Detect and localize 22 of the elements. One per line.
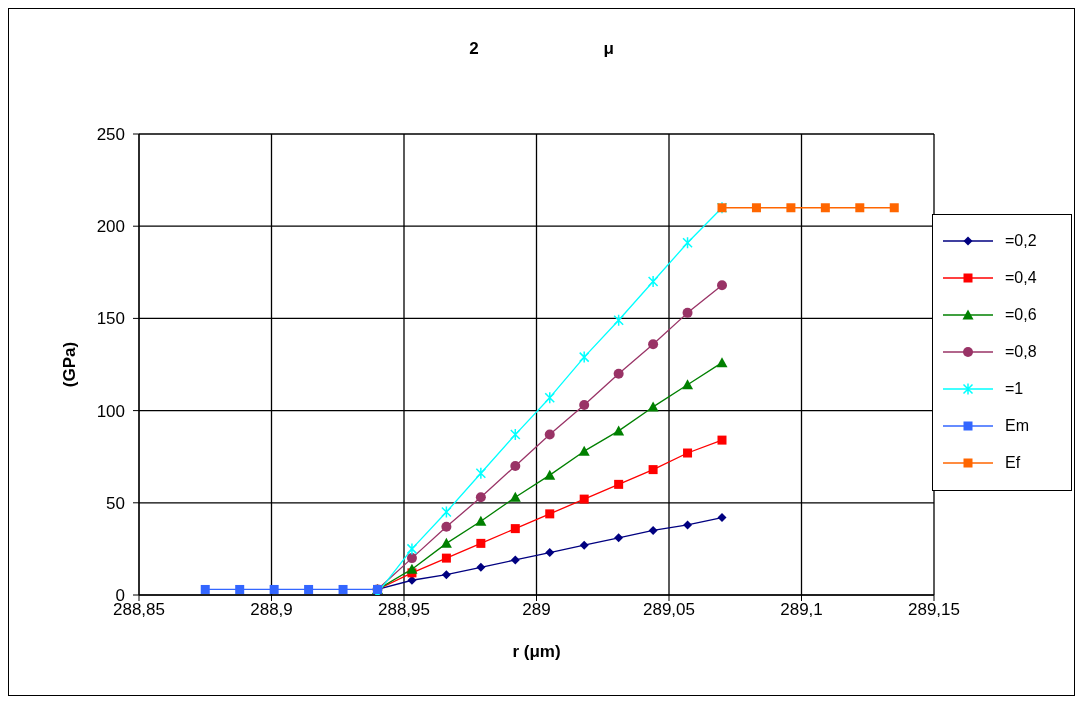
y-tick-label: 100: [96, 401, 125, 421]
legend-label: Ef: [1005, 454, 1021, 472]
x-tick-label: 288,95: [378, 600, 430, 620]
x-tick-label: 288,9: [250, 600, 293, 620]
x-tick-label: 289: [522, 600, 551, 620]
x-tick-label: 289,15: [908, 600, 960, 620]
y-tick-label: 250: [96, 125, 125, 144]
x-axis-title: r (μm): [512, 642, 561, 661]
legend-label: =0,8: [1005, 343, 1037, 361]
x-tick-label: 289,1: [780, 600, 823, 620]
legend-label: =0,4: [1005, 269, 1037, 287]
y-tick-label: 150: [96, 309, 125, 329]
legend-label: =0,2: [1005, 232, 1037, 250]
x-tick-label: 289,05: [643, 600, 695, 620]
legend-label: Em: [1005, 417, 1029, 435]
legend-label: =1: [1005, 380, 1024, 398]
y-tick-label: 50: [106, 493, 125, 513]
chart-title: 2 μ: [468, 39, 615, 59]
legend-label: =0,6: [1005, 306, 1037, 324]
x-tick-label: 288,85: [113, 600, 165, 620]
y-axis-title: (GPa): [60, 341, 80, 388]
y-tick-label: 200: [96, 217, 125, 237]
